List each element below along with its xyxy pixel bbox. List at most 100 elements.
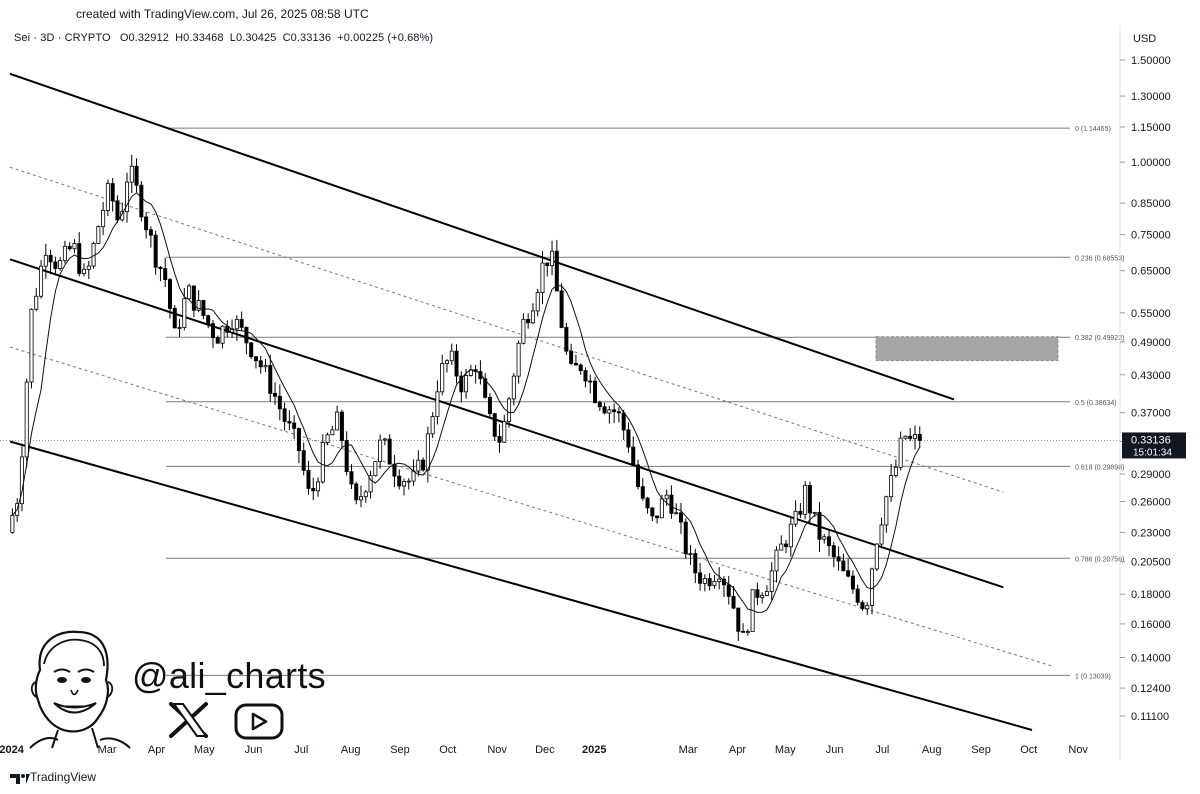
candle [846,570,851,577]
open-label: O [119,32,129,44]
x-logo-icon[interactable] [169,702,208,738]
candle [210,323,215,339]
candle [688,553,693,555]
tradingview-logo-icon [10,774,30,784]
candle [34,295,39,310]
candle [330,429,335,436]
candle [516,342,521,377]
candle [698,572,703,584]
candle [435,391,440,417]
candle [597,402,602,408]
candle [836,556,841,562]
moving-average [12,192,921,613]
x-tick-label-11: 2025 [582,744,606,756]
candle [72,243,77,250]
candle [306,470,311,489]
x-tick-label-14: May [775,744,796,756]
candle [387,438,392,465]
candle [879,524,884,545]
x-tick-label-1: Mar [98,744,117,756]
candle [908,435,913,439]
candle [492,413,497,437]
candle [201,300,206,316]
candle [521,318,526,344]
channel-line-2[interactable] [9,440,1033,731]
candle [745,631,750,634]
channel-line-0[interactable] [9,72,955,401]
candle [659,498,664,519]
candle [841,560,846,572]
x-tick-label-15: Jun [826,744,844,756]
change-value: +0.00225 (+0.68%) [337,32,434,44]
candle [273,392,278,397]
symbol-label[interactable]: Sei · 3D · CRYPTO [14,32,111,44]
candle [58,260,63,269]
y-tick-label-2: 1.15000 [1131,122,1171,134]
candle [650,507,655,517]
x-tick-label-9: Nov [487,744,507,756]
candle [158,266,163,269]
candle [803,484,808,515]
candle [583,370,588,382]
y-tick-label-15: 0.20500 [1131,556,1171,568]
candle [96,226,101,244]
youtube-icon[interactable] [234,703,284,740]
open-value: 0.32912 [128,32,169,44]
candle [822,536,827,540]
candle [382,438,387,441]
x-tick-label-8: Oct [439,744,456,756]
candle [397,475,402,487]
target-zone-box[interactable] [875,336,1059,362]
candle [10,514,15,533]
low-label: L [229,32,236,44]
candle [683,521,688,555]
candle [497,436,502,443]
candle [425,433,430,471]
candle [912,433,917,439]
y-tick-label-5: 0.75000 [1131,230,1171,242]
candle [779,543,784,551]
candle [177,327,182,329]
tradingview-footer-text: TradingView [30,770,97,784]
y-tick-label-1: 1.30000 [1131,91,1171,103]
x-tick-label-13: Apr [729,744,746,756]
candle [540,262,545,294]
x-tick-label-12: Mar [679,744,698,756]
candle [253,356,258,362]
fib-label-1: 0.236 (0.68553) [1075,255,1124,262]
candle [125,181,130,213]
candle [860,601,865,610]
currency-label[interactable]: USD [1133,33,1156,45]
fib-label-2: 0.382 (0.49922) [1075,335,1124,342]
candle [263,365,268,368]
candle [464,375,469,393]
candle [215,337,220,344]
channel-line-4[interactable] [9,346,1055,668]
candle [798,510,803,515]
candle [354,483,359,501]
channel-line-3[interactable] [9,166,1004,493]
candle [511,375,516,400]
y-tick-label-12: 0.29000 [1131,469,1171,481]
candle [301,450,306,471]
candle [530,310,535,324]
candle [220,325,225,344]
candle [669,494,674,514]
y-tick-label-17: 0.16000 [1131,619,1171,631]
candle [239,319,244,328]
candle [855,588,860,603]
candle [39,265,44,297]
candle [191,285,196,311]
candle [545,262,550,267]
candle [559,290,564,328]
candle [349,471,354,485]
candle [172,307,177,329]
channel-line-1[interactable] [9,258,1004,589]
candle [325,434,330,444]
candle [526,318,531,324]
candle [406,480,411,483]
low-value: 0.30425 [235,32,277,44]
candle [807,484,812,514]
candle [664,494,669,500]
